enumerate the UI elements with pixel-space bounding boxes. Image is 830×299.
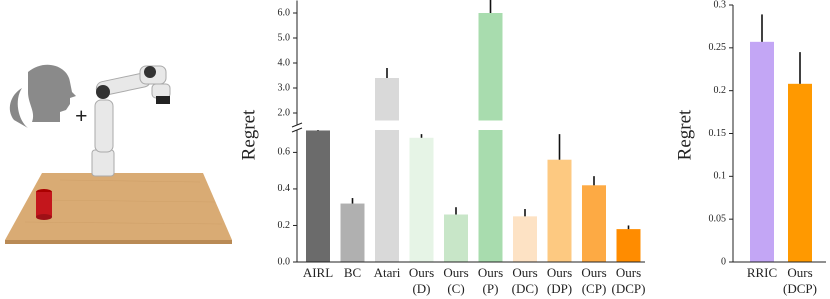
label-line: Ours [478, 265, 503, 280]
label-line: Ours [409, 265, 434, 280]
axis-break-gap [291, 125, 645, 130]
y-tick-label: 3.0 [278, 82, 291, 93]
bar [340, 203, 365, 262]
y-tick-label: 0.6 [278, 147, 291, 158]
label-line: (CP) [582, 281, 607, 296]
label-line: Ours [616, 265, 641, 280]
bar [788, 83, 812, 263]
label-line: (DP) [547, 281, 572, 296]
label-line: (DCP) [612, 281, 646, 296]
y-tick-label: 0.3 [714, 0, 727, 10]
x-tick-label: Ours (DCP) [612, 265, 646, 296]
y-tick-label: 0.2 [714, 85, 727, 96]
bar [375, 130, 399, 262]
y-tick-label: 0.2 [278, 220, 291, 231]
label-line: Ours [443, 265, 468, 280]
y-tick-label: 0.05 [709, 213, 727, 224]
label-line: (P) [483, 281, 499, 296]
label-line: (C) [447, 281, 464, 296]
y-tick-label: 4.0 [278, 57, 291, 68]
y-tick-label: 0.1 [714, 171, 727, 182]
y-axis-label: Regret [238, 109, 259, 160]
x-tick-label: AIRL [303, 265, 333, 280]
y-tick-label: 5.0 [278, 32, 291, 43]
x-tick-label: Ours (DP) [547, 265, 572, 296]
x-tick-label: Ours (DC) [512, 265, 539, 296]
bar [582, 185, 606, 262]
label-line: Ours [787, 265, 812, 280]
y-tick-label: 0.15 [709, 128, 727, 139]
x-tick-label: Ours (P) [478, 265, 503, 296]
bar [409, 137, 434, 262]
x-tick-label: RRIC [747, 265, 777, 280]
y-tick-label: 0 [721, 256, 726, 267]
bar [444, 214, 468, 262]
bar [306, 130, 330, 262]
y-tick-label: 0.25 [709, 42, 727, 53]
x-tick-label: Atari [374, 265, 401, 280]
label-line: (D) [412, 281, 430, 296]
y-tick-label: 0.4 [278, 183, 291, 194]
x-tick-label: BC [344, 265, 361, 280]
bar [616, 229, 641, 262]
y-tick-label: 6.0 [278, 7, 291, 18]
bar [547, 159, 572, 262]
label-line: Ours [547, 265, 572, 280]
bar [375, 78, 399, 121]
x-tick-label: Ours (D) [409, 265, 434, 296]
x-tick-label: Ours (DCP) [783, 265, 817, 296]
y-axis-label: Regret [674, 109, 695, 160]
bar [478, 13, 503, 121]
bar [750, 41, 774, 262]
x-tick-label: Ours (C) [443, 265, 468, 296]
x-tick-label: Ours (CP) [581, 265, 606, 296]
label-line: Ours [581, 265, 606, 280]
axis-break [291, 127, 303, 133]
axis-break [291, 122, 303, 128]
label-line: Ours [512, 265, 537, 280]
svg-text:+: + [75, 103, 88, 128]
label-line: (DC) [512, 281, 539, 296]
label-line: (DCP) [783, 281, 817, 296]
illustration: + [5, 64, 232, 244]
bar [513, 216, 537, 262]
y-tick-label: 0.0 [278, 256, 291, 267]
y-tick-label: 2.0 [278, 107, 291, 118]
bar [478, 130, 503, 262]
